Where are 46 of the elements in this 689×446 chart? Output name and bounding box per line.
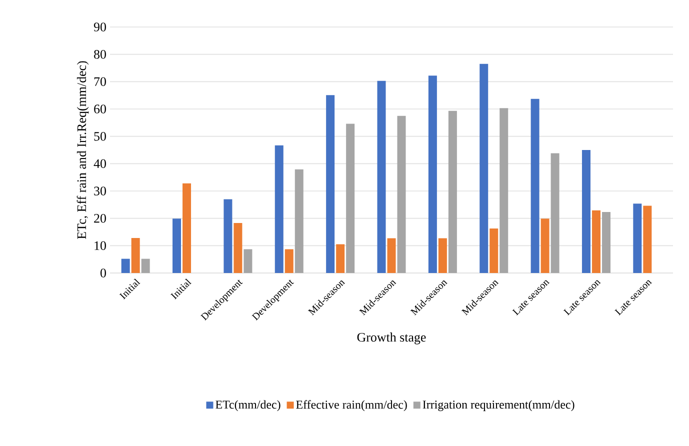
bar (346, 124, 355, 274)
bar (172, 218, 182, 274)
bar (234, 222, 242, 274)
y-tick-label: 80 (94, 50, 106, 59)
bar (131, 238, 140, 274)
bar (377, 80, 386, 274)
y-tick-label: 90 (94, 22, 106, 32)
bar (582, 150, 590, 274)
bar (602, 212, 610, 274)
bar (336, 244, 345, 274)
bar (530, 98, 540, 274)
bar (550, 153, 560, 274)
legend-label: ETc(mm/dec) (216, 400, 280, 412)
y-tick-label: 10 (94, 241, 106, 250)
y-tick-label: 20 (94, 214, 106, 223)
y-tick-label: 70 (94, 77, 106, 86)
bar (387, 238, 396, 274)
bar (284, 249, 294, 274)
bar (274, 145, 284, 274)
y-axis-title: ETc, Eff rain and Irr.Req(mm/dec) (76, 61, 89, 239)
bar (294, 169, 304, 274)
x-axis-title: Growth stage (357, 332, 426, 344)
y-tick-label: 60 (94, 104, 106, 114)
bar (121, 258, 130, 274)
y-tick-label: 50 (94, 132, 106, 141)
bar (182, 183, 192, 274)
bar (244, 249, 252, 274)
bar (540, 218, 550, 274)
y-tick-label: 30 (94, 186, 106, 196)
bar (480, 64, 488, 274)
bar (490, 228, 498, 274)
bar (592, 210, 600, 274)
bar (438, 238, 447, 274)
bar (643, 206, 652, 274)
legend-label: Irrigation requirement(mm/dec) (422, 400, 574, 412)
bar (141, 258, 150, 274)
bar (326, 95, 335, 274)
y-tick-label: 40 (94, 159, 106, 168)
bar (448, 110, 457, 274)
legend-label: Effective rain(mm/dec) (296, 400, 407, 412)
bar (633, 204, 642, 274)
bar (397, 116, 406, 274)
y-tick-label: 0 (100, 268, 106, 278)
bar (428, 76, 437, 274)
bar (500, 108, 508, 274)
bar (224, 199, 232, 274)
